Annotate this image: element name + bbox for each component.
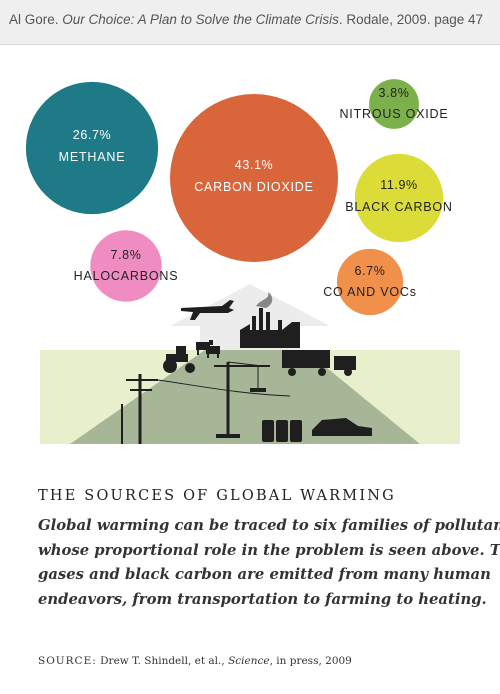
bubble-name-label: CARBON DIOXIDE [194, 180, 314, 194]
bubble-value-label: 6.7% [355, 264, 386, 278]
source-status: , in press, 2009 [269, 655, 352, 667]
silhouettes [121, 292, 372, 444]
citation-header: Al Gore. Our Choice: A Plan to Solve the… [0, 0, 500, 45]
bubble-halocarbons [90, 230, 162, 302]
bubbles: 26.7% METHANE 43.1% CARBON DIOXIDE 3.8% NITRO… [25, 79, 453, 316]
bubble-value-label: 26.7% [73, 128, 111, 142]
caption: Global warming can be traced to six fami… [38, 514, 500, 612]
logging-truck-icon [282, 350, 356, 376]
bubble-black-carbon [354, 153, 444, 243]
caption-line: Global warming can be traced to six fami… [38, 517, 500, 534]
bubble-name-label: CO AND VOCs [323, 285, 417, 299]
caption-line: endeavors, from transportation to farmin… [38, 590, 487, 608]
citation-author: Al Gore. [9, 12, 59, 27]
bubble-nitrous-oxide [369, 79, 419, 129]
citation-publisher: . Rodale, 2009. page 47 [338, 12, 484, 27]
bubble-co-and-vocs [336, 248, 404, 316]
bubble-value-label: 3.8% [379, 86, 410, 100]
bubble-carbon-dioxide [170, 94, 338, 262]
chart-title: THE SOURCES OF GLOBAL WARMING [38, 488, 396, 504]
bubble-value-label: 43.1% [235, 158, 273, 172]
bubble-value-label: 7.8% [111, 248, 142, 262]
power-line-icon [121, 374, 291, 444]
pollutant-bubble-chart: 26.7% METHANE 43.1% CARBON DIOXIDE 3.8% NITRO… [25, 79, 460, 444]
airplane-icon [181, 300, 234, 320]
bubble-name-label: METHANE [59, 150, 126, 164]
oil-barrels-icon [262, 420, 302, 442]
bubble-name-label: HALOCARBONS [74, 269, 179, 283]
bubble-name-label: BLACK CARBON [345, 200, 453, 214]
source-line: SOURCE: Drew T. Shindell, et al., Scienc… [38, 655, 352, 667]
source-authors: Drew T. Shindell, et al., [100, 655, 225, 667]
caption-line: whose proportional role in the problem i… [38, 541, 500, 559]
cows-icon [196, 340, 220, 358]
caption-line: gases and black carbon are emitted from … [38, 566, 491, 583]
source-journal: Science [228, 655, 270, 667]
citation-text: Al Gore. Our Choice: A Plan to Solve the… [9, 12, 483, 27]
bubble-value-label: 11.9% [380, 178, 418, 192]
crane-icon [214, 361, 270, 438]
tractor-icon [163, 346, 195, 373]
factory-icon [240, 292, 300, 348]
bubble-methane [25, 81, 159, 215]
car-icon [312, 418, 372, 436]
source-label: SOURCE: [38, 655, 97, 667]
citation-book-title: Our Choice: A Plan to Solve the Climate … [62, 12, 339, 27]
bubble-name-label: NITROUS OXIDE [339, 107, 448, 121]
